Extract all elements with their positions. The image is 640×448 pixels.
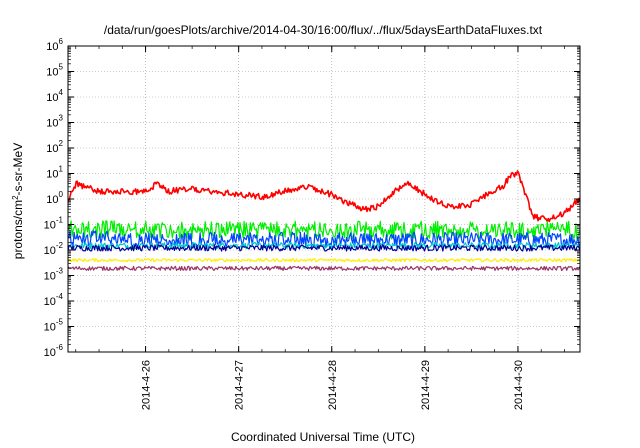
- series-line-3: [67, 230, 581, 249]
- x-tick-label: 2014-4-28: [327, 360, 339, 410]
- y-tick-label: 101: [46, 165, 63, 181]
- x-tick-label: 2014-4-29: [420, 360, 432, 410]
- y-tick-label: 102: [46, 139, 63, 155]
- y-tick-label: 10-1: [44, 216, 64, 232]
- series-line-6: [67, 258, 581, 263]
- series-line-5: [67, 244, 581, 252]
- chart-title: /data/run/goesPlots/archive/2014-04-30/1…: [104, 23, 543, 37]
- y-tick-label: 10-3: [44, 267, 64, 283]
- y-tick-label: 100: [46, 190, 63, 206]
- y-axis-ticks: 106 105 104 103 102 101 100 10-1 10-2 10-3 10-4 10-…: [44, 37, 580, 359]
- x-tick-label: 2014-4-30: [513, 360, 525, 410]
- x-tick-label: 2014-4-27: [234, 360, 246, 410]
- series-layer: [67, 170, 581, 271]
- series-line-2: [67, 220, 581, 240]
- y-tick-label: 103: [46, 114, 63, 130]
- series-line-7: [67, 265, 581, 271]
- y-tick-label: 10-2: [44, 241, 64, 257]
- y-tick-label: 10-4: [44, 292, 64, 308]
- y-tick-label: 105: [46, 63, 63, 79]
- grid-lines: [68, 46, 580, 352]
- x-tick-label: 2014-4-26: [141, 360, 153, 410]
- y-tick-label: 10-6: [44, 343, 64, 359]
- y-tick-label: 106: [46, 37, 63, 53]
- y-axis-label: protons/cm2-s-sr-MeV: [11, 143, 25, 259]
- x-axis-ticks: 2014-4-26 2014-4-27 2014-4-28 2014-4-29 2014…: [75, 46, 565, 410]
- y-tick-label: 10-5: [44, 318, 64, 334]
- series-line-1: [67, 170, 581, 223]
- y-tick-label: 104: [46, 88, 63, 104]
- x-axis-label: Coordinated Universal Time (UTC): [231, 430, 415, 444]
